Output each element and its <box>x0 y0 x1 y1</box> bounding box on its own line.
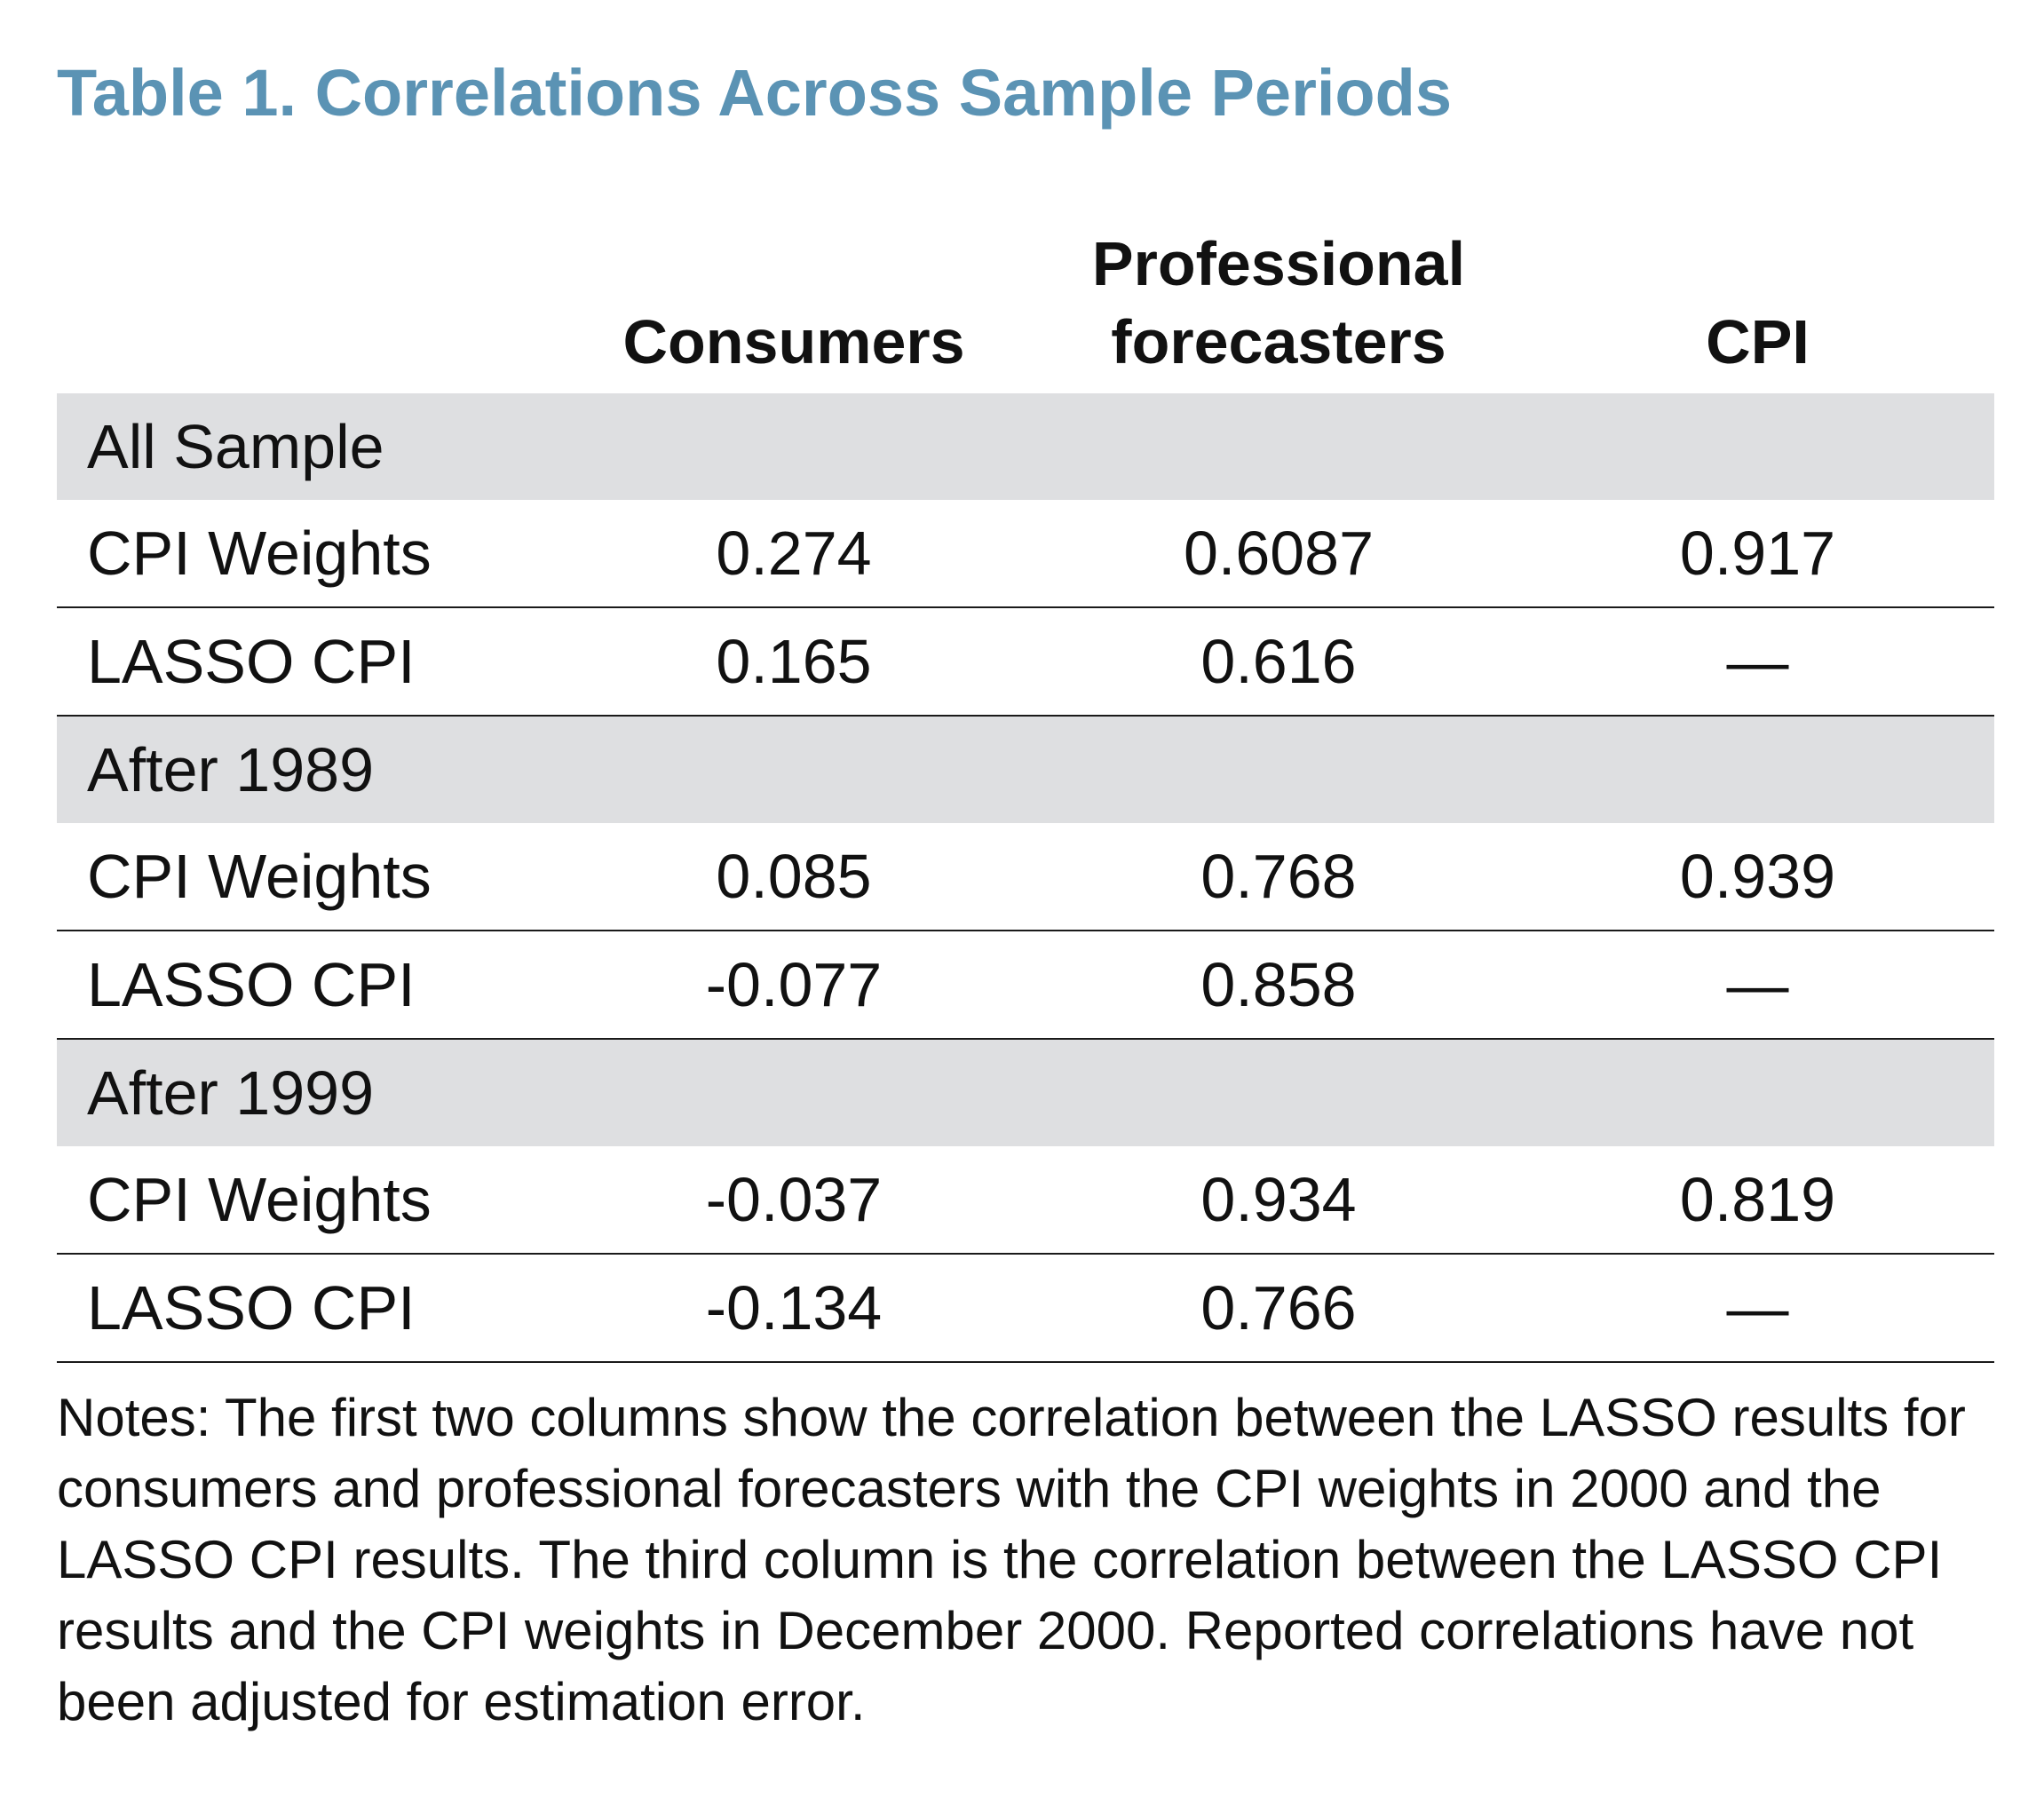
table-row: CPI Weights 0.085 0.768 0.939 <box>57 823 1994 931</box>
section-row-all-sample: All Sample <box>57 393 1994 500</box>
cell-cpi: — <box>1521 607 1994 717</box>
cell-consumers: 0.274 <box>551 500 1036 608</box>
cell-professional: 0.858 <box>1036 931 1521 1040</box>
table-row: LASSO CPI 0.165 0.616 — <box>57 607 1994 717</box>
table-title: Table 1. Correlations Across Sample Peri… <box>57 56 1452 130</box>
header-professional-forecasters: Professional forecasters <box>1036 204 1521 393</box>
row-label: LASSO CPI <box>57 931 551 1040</box>
cell-cpi: — <box>1521 1254 1994 1363</box>
cell-cpi: 0.917 <box>1521 500 1994 608</box>
table-row: CPI Weights 0.274 0.6087 0.917 <box>57 500 1994 608</box>
cell-professional: 0.768 <box>1036 823 1521 931</box>
table-header-row: Consumers Professional forecasters CPI <box>57 204 1994 393</box>
section-label: After 1999 <box>57 1039 1994 1146</box>
table-row: LASSO CPI -0.077 0.858 — <box>57 931 1994 1040</box>
cell-consumers: 0.085 <box>551 823 1036 931</box>
header-professional-line2: forecasters <box>1111 307 1446 376</box>
cell-consumers: -0.037 <box>551 1146 1036 1255</box>
section-row-after-1999: After 1999 <box>57 1039 1994 1146</box>
cell-cpi: 0.819 <box>1521 1146 1994 1255</box>
cell-consumers: 0.165 <box>551 607 1036 717</box>
row-label: CPI Weights <box>57 1146 551 1255</box>
header-cpi: CPI <box>1706 307 1810 376</box>
cell-cpi: 0.939 <box>1521 823 1994 931</box>
row-label: LASSO CPI <box>57 607 551 717</box>
row-label: CPI Weights <box>57 823 551 931</box>
correlations-table: Consumers Professional forecasters CPI Al… <box>57 204 1994 1363</box>
cell-professional: 0.6087 <box>1036 500 1521 608</box>
row-label: LASSO CPI <box>57 1254 551 1363</box>
table-row: CPI Weights -0.037 0.934 0.819 <box>57 1146 1994 1255</box>
cell-professional: 0.934 <box>1036 1146 1521 1255</box>
table-notes: Notes: The first two columns show the co… <box>57 1388 1966 1731</box>
header-professional-line1: Professional <box>1091 229 1466 298</box>
section-label: After 1989 <box>57 716 1994 823</box>
cell-consumers: -0.077 <box>551 931 1036 1040</box>
section-row-after-1989: After 1989 <box>57 716 1994 823</box>
cell-professional: 0.766 <box>1036 1254 1521 1363</box>
cell-professional: 0.616 <box>1036 607 1521 717</box>
header-label-column <box>57 204 551 393</box>
header-consumers: Consumers <box>622 307 965 376</box>
section-label: All Sample <box>57 393 1994 500</box>
cell-cpi: — <box>1521 931 1994 1040</box>
row-label: CPI Weights <box>57 500 551 608</box>
table-row: LASSO CPI -0.134 0.766 — <box>57 1254 1994 1363</box>
cell-consumers: -0.134 <box>551 1254 1036 1363</box>
